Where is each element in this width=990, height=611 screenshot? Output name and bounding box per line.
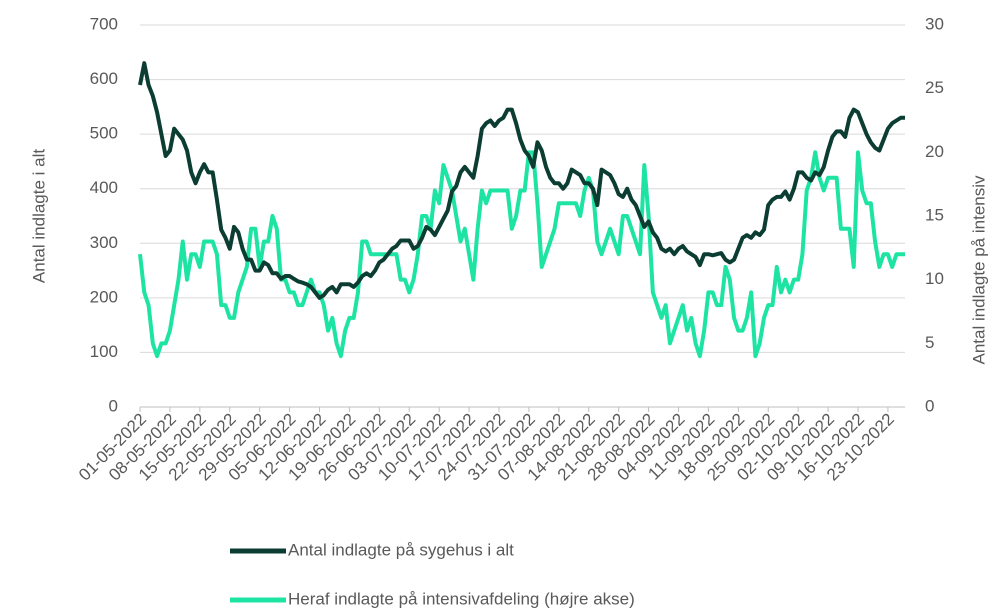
y2-tick-label: 20: [925, 142, 944, 161]
legend-label: Antal indlagte på sygehus i alt: [288, 540, 514, 559]
y-tick-label: 200: [90, 287, 118, 306]
y-tick-label: 500: [90, 124, 118, 143]
y-axis-title: Antal indlagte i alt: [29, 149, 48, 283]
y-tick-label: 700: [90, 14, 118, 33]
y-tick-label: 300: [90, 233, 118, 252]
y2-axis-title: Antal indlagte på intensiv: [969, 175, 988, 365]
y2-tick-label: 15: [925, 205, 944, 224]
y2-tick-label: 5: [925, 333, 934, 352]
y2-tick-label: 0: [925, 396, 934, 415]
data-line: [138, 61, 905, 300]
y2-tick-label: 30: [925, 14, 944, 33]
legend-label: Heraf indlagte på intensivafdeling (højr…: [288, 589, 635, 608]
y2-tick-label: 25: [925, 78, 944, 97]
y-tick-label: 0: [109, 396, 118, 415]
data-line: [138, 150, 905, 359]
y2-tick-label: 10: [925, 269, 944, 288]
y-tick-label: 600: [90, 69, 118, 88]
y-tick-label: 100: [90, 342, 118, 361]
y-tick-label: 400: [90, 178, 118, 197]
